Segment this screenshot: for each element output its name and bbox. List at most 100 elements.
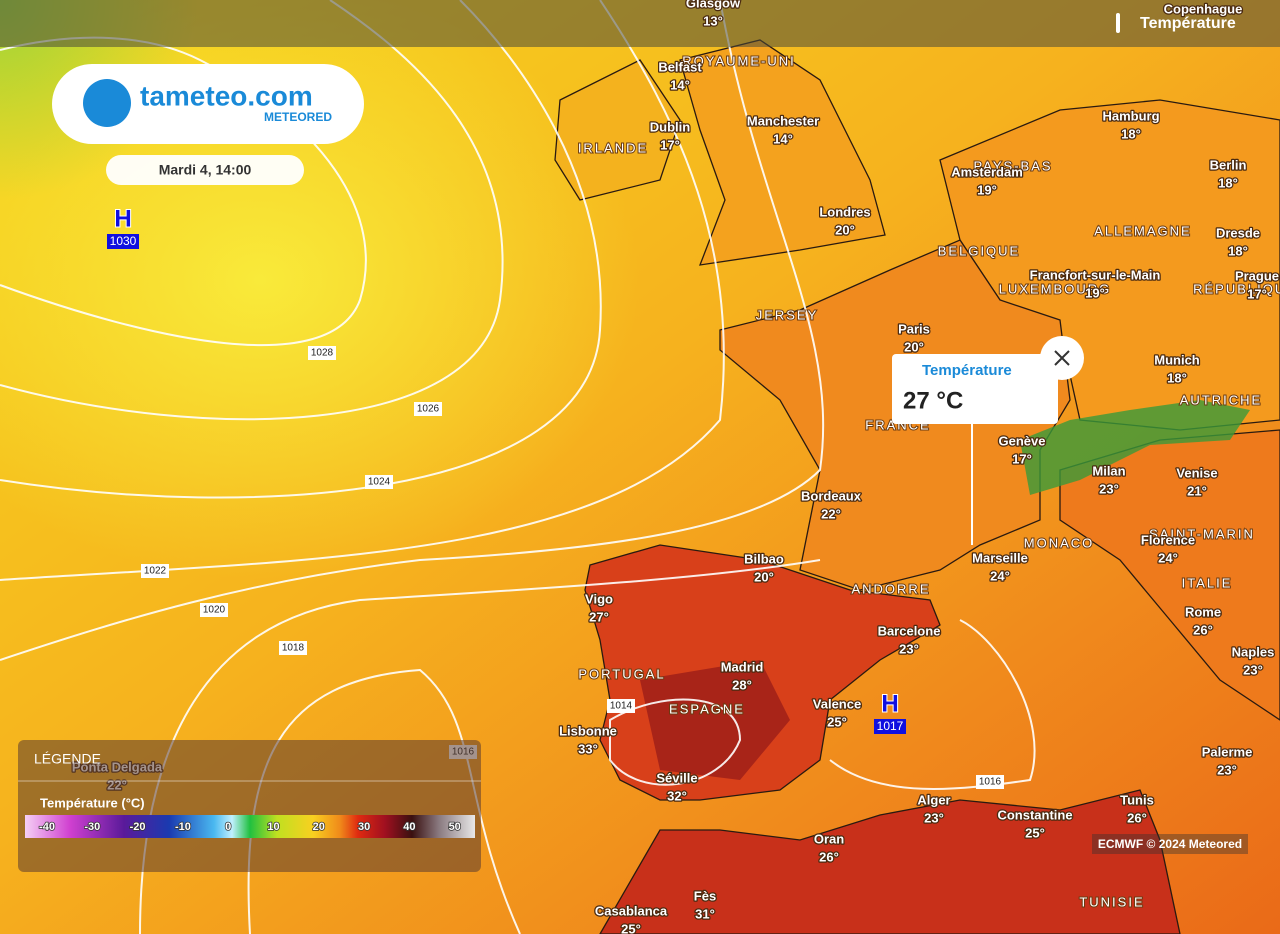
legend-tick: 20: [313, 821, 325, 833]
city-name[interactable]: Tunis: [1119, 791, 1155, 809]
pressure-value: 1030: [110, 234, 137, 248]
city-temp: 22°: [821, 506, 841, 521]
city-temp: 17°: [1012, 451, 1032, 466]
country-label: PAYS-BAS: [973, 158, 1052, 173]
city-name[interactable]: Oran: [813, 830, 846, 848]
city-name[interactable]: Lisbonne: [558, 722, 618, 740]
country-label: LUXEMBOURG: [999, 281, 1111, 296]
city-temp: 25°: [1025, 825, 1045, 840]
city-name[interactable]: Florence: [1140, 531, 1197, 549]
land-alps: [1020, 400, 1250, 495]
country-label: MONACO: [1024, 535, 1095, 550]
city-temp: 21°: [1187, 483, 1207, 498]
isobar-line: [829, 619, 1036, 790]
pressure-value-box: [107, 234, 139, 249]
legend-tick: 10: [267, 821, 279, 833]
city-name[interactable]: Milan: [1091, 462, 1127, 480]
legend-ticks: -40 -30 -20 -10 0 10 20 30 40 50: [38, 820, 461, 834]
city-temp: 13°: [703, 13, 723, 28]
city-name[interactable]: Manchester: [746, 112, 821, 130]
isobar-label-box: [200, 603, 228, 617]
city-temp: 20°: [754, 569, 774, 584]
city-name[interactable]: Naples: [1230, 643, 1275, 661]
city-temp: 32°: [667, 788, 687, 803]
thermometer-icon: [1116, 13, 1120, 33]
city-temp: 24°: [1158, 550, 1178, 565]
city-temp: 19°: [977, 182, 997, 197]
city-name[interactable]: Dublin: [649, 118, 692, 136]
logo-box: [52, 64, 364, 144]
city-name[interactable]: Bilbao: [743, 550, 785, 568]
pressure-value-box: [874, 719, 906, 734]
city-name[interactable]: Marseille: [971, 549, 1029, 567]
city-name[interactable]: Dresde: [1215, 224, 1262, 242]
city-temp: 17°: [660, 137, 680, 152]
logo-name[interactable]: tameteo.com: [140, 80, 313, 111]
country-label: JERSEY: [756, 307, 819, 322]
city-name[interactable]: Bordeaux: [800, 487, 863, 505]
city-temp: 23°: [924, 810, 944, 825]
city-name[interactable]: Séville: [655, 769, 699, 787]
city-temp: 23°: [1217, 762, 1237, 777]
land: [554, 39, 1280, 934]
country-label: AUTRICHE: [1180, 392, 1262, 407]
country-label: BELGIQUE: [938, 243, 1020, 258]
city-name[interactable]: Fès: [693, 887, 718, 905]
country-label: SAINT-MARIN: [1149, 526, 1255, 541]
city-temp: 18°: [1167, 370, 1187, 385]
city-name[interactable]: Rome: [1184, 603, 1223, 621]
city-temp: 18°: [1218, 175, 1238, 190]
logo-brand: METEORED: [264, 110, 332, 124]
city-name[interactable]: Palerme: [1200, 743, 1253, 761]
isobar-line: [0, 0, 725, 581]
city-temp: 23°: [1243, 662, 1263, 677]
isobar-line: [609, 698, 742, 786]
country-label: ALLEMAGNE: [1094, 223, 1191, 238]
city-name[interactable]: Constantine: [996, 806, 1074, 824]
pressure-symbol: H: [881, 690, 898, 717]
city-temp: 23°: [1099, 481, 1119, 496]
city-name[interactable]: Londres: [818, 203, 872, 221]
city-name[interactable]: Venise: [1175, 464, 1219, 482]
city-name[interactable]: Valence: [812, 695, 863, 713]
city-name[interactable]: Casablanca: [594, 902, 670, 920]
city-name[interactable]: Copenhague: [1162, 0, 1243, 18]
city-name[interactable]: Madrid: [719, 658, 764, 676]
pressure-symbol: H: [114, 205, 131, 232]
city-name[interactable]: Amsterdam: [950, 163, 1024, 181]
city-temp: 26°: [819, 849, 839, 864]
isobar-label: 1026: [417, 404, 440, 415]
city-temp: 18°: [1121, 126, 1141, 141]
city-name[interactable]: Francfort-sur-le-Main: [1028, 266, 1161, 284]
city-name[interactable]: Berlin: [1208, 156, 1247, 174]
city-temp: 18°: [1228, 243, 1248, 258]
city-name[interactable]: Hamburg: [1101, 107, 1161, 125]
date-pill[interactable]: [106, 155, 304, 185]
city-name[interactable]: Munich: [1153, 351, 1201, 369]
date: Mardi 4, 14:00: [159, 162, 252, 178]
popup: [892, 354, 1058, 424]
city-name[interactable]: Belfast: [657, 58, 704, 76]
city-temp: 31°: [695, 906, 715, 921]
city-name[interactable]: Vigo: [584, 590, 614, 608]
country-label: ITALIE: [1182, 575, 1233, 590]
city-name[interactable]: Alger: [916, 791, 952, 809]
layer-name[interactable]: Température: [1140, 15, 1236, 32]
country-label: ROYAUME-UNI: [682, 53, 795, 68]
city-temp: 25°: [827, 714, 847, 729]
city-temp: 26°: [1127, 810, 1147, 825]
city-name[interactable]: Paris: [897, 320, 931, 338]
land-africa: [599, 789, 1181, 934]
city-name[interactable]: Prague: [1234, 267, 1280, 285]
city-temp: 24°: [990, 568, 1010, 583]
isobar-label-box: [141, 564, 169, 578]
legend-tick: 30: [358, 821, 370, 833]
city-name[interactable]: Barcelone: [876, 622, 941, 640]
city-name[interactable]: Glasgow: [685, 0, 743, 12]
legend-tick: -30: [84, 821, 100, 833]
city-name[interactable]: Genève: [997, 432, 1046, 450]
isobar-label-box: [365, 475, 393, 489]
city-temp: 17°: [1247, 286, 1267, 301]
